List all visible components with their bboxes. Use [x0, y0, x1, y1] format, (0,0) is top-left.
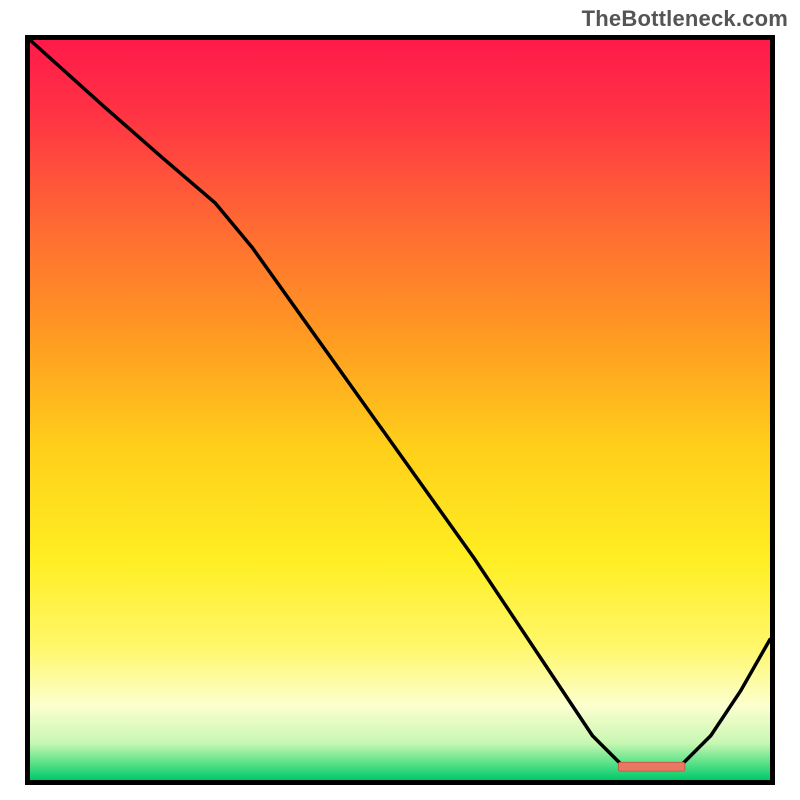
optimum-range-marker: [618, 762, 685, 771]
chart-svg: [25, 35, 775, 785]
watermark-text: TheBottleneck.com: [582, 6, 788, 32]
plot-area: [25, 35, 775, 785]
chart-root: TheBottleneck.com: [0, 0, 800, 800]
gradient-background: [30, 40, 770, 780]
